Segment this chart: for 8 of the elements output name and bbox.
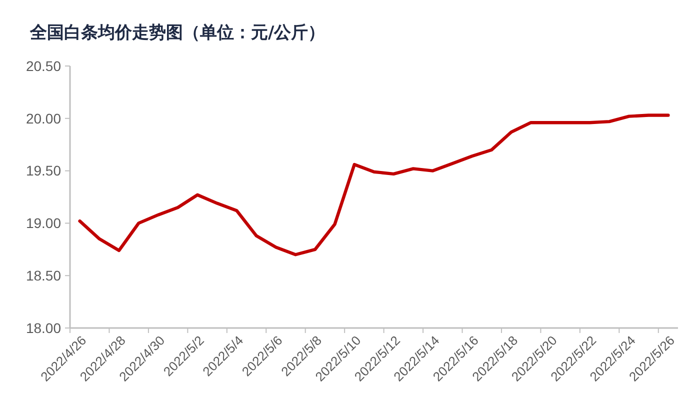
y-tick-label: 19.50 <box>26 162 62 179</box>
line-series <box>78 114 670 256</box>
y-tick-label: 20.50 <box>26 58 62 74</box>
chart-title: 全国白条均价走势图（单位：元/公斤） <box>29 23 326 43</box>
y-tick-label: 18.00 <box>26 320 62 336</box>
y-tick-label: 18.50 <box>26 268 62 284</box>
y-tick-label: 19.00 <box>26 215 62 232</box>
y-tick-label: 20.00 <box>26 110 62 126</box>
